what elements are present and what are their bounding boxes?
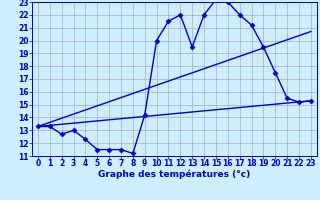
- X-axis label: Graphe des températures (°c): Graphe des températures (°c): [98, 170, 251, 179]
